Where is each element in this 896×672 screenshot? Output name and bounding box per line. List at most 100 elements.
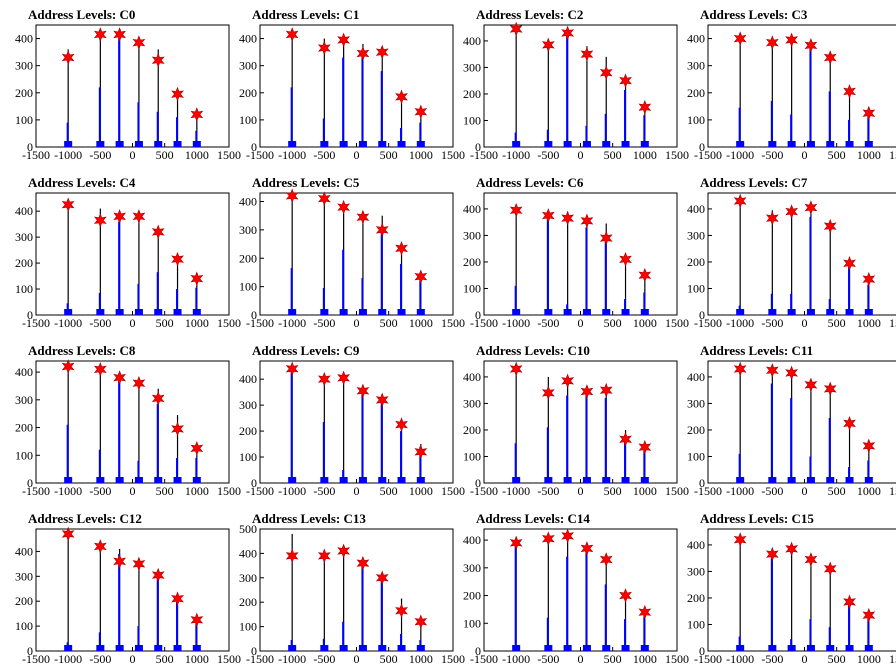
chart-title: Address Levels: C11 xyxy=(700,343,813,358)
histogram-bar xyxy=(546,427,549,483)
histogram-bar xyxy=(416,477,425,483)
chart-panel: Address Levels: C3 0 100 200 300 400 -1500 -100… xyxy=(687,7,896,162)
histogram-bar xyxy=(640,645,649,651)
x-tick-label: 500 xyxy=(828,652,846,666)
histogram-bar xyxy=(154,477,163,483)
histogram-bar xyxy=(643,451,646,483)
histogram-bar xyxy=(378,309,387,315)
peak-marker xyxy=(823,218,837,234)
peak-marker xyxy=(132,35,146,50)
x-tick-label: -1000 xyxy=(54,652,82,666)
x-tick-label: -1000 xyxy=(726,484,754,498)
x-tick-label: -1500 xyxy=(22,148,50,162)
histogram-bar xyxy=(566,34,569,147)
x-tick-label: -1500 xyxy=(246,148,274,162)
histogram-bar xyxy=(845,141,854,147)
peak-marker xyxy=(93,27,107,42)
histogram-bar xyxy=(640,309,649,315)
y-tick-label: 100 xyxy=(687,113,705,127)
peak-marker xyxy=(599,65,613,81)
x-tick-label: 1500 xyxy=(889,652,896,666)
y-tick-label: 300 xyxy=(463,561,481,575)
x-tick-label: 1500 xyxy=(217,484,241,498)
histogram-bar xyxy=(339,645,348,651)
x-tick-label: 0 xyxy=(130,148,136,162)
histogram-bar xyxy=(790,293,793,315)
peak-marker xyxy=(580,384,594,399)
histogram-bar xyxy=(173,141,182,147)
plot-frame xyxy=(35,360,230,484)
histogram-bar xyxy=(563,477,572,483)
histogram-bar xyxy=(787,645,796,651)
peak-marker xyxy=(337,543,351,559)
plot-frame xyxy=(483,24,678,148)
y-tick-label: 400 xyxy=(687,32,705,46)
x-tick-label: -500 xyxy=(761,652,783,666)
histogram-bar xyxy=(544,309,553,315)
x-tick-label: -1500 xyxy=(22,316,50,330)
y-tick-label: 200 xyxy=(463,589,481,603)
peak-marker xyxy=(132,209,146,224)
histogram-bar xyxy=(582,309,591,315)
plot-frame xyxy=(483,528,678,652)
x-tick-label: 1500 xyxy=(217,652,241,666)
histogram-bar xyxy=(419,446,422,483)
x-tick-label: -1000 xyxy=(726,652,754,666)
y-tick-label: 400 xyxy=(15,204,33,218)
y-tick-label: 200 xyxy=(687,423,705,437)
histogram-bar xyxy=(380,232,383,315)
histogram-bar xyxy=(770,383,773,483)
chart-title: Address Levels: C2 xyxy=(476,7,583,22)
x-tick-label: 500 xyxy=(604,652,622,666)
x-tick-label: -500 xyxy=(313,316,335,330)
histogram-bar xyxy=(738,636,741,651)
histogram-bar xyxy=(602,141,611,147)
peak-marker xyxy=(785,541,799,557)
x-tick-label: 0 xyxy=(802,484,808,498)
histogram-bar xyxy=(361,278,364,315)
peak-marker xyxy=(509,202,523,218)
histogram-bar xyxy=(156,576,159,651)
peak-marker xyxy=(619,588,632,603)
y-tick-label: 300 xyxy=(239,59,257,73)
chart-panel: Address Levels: C14 0 100 200 300 400 -1500 -10… xyxy=(463,511,689,666)
x-tick-label: -1500 xyxy=(246,652,274,666)
x-tick-label: -500 xyxy=(537,316,559,330)
x-tick-label: 0 xyxy=(578,148,584,162)
x-tick-label: -500 xyxy=(89,484,111,498)
histogram-bar xyxy=(118,380,121,483)
histogram-bar xyxy=(173,645,182,651)
peak-marker xyxy=(414,444,428,460)
y-tick-label: 0 xyxy=(251,308,257,322)
histogram-bar xyxy=(736,309,745,315)
histogram-bar xyxy=(604,113,607,147)
histogram-bar xyxy=(416,309,425,315)
histogram-bar xyxy=(64,309,73,315)
histogram-bar xyxy=(624,89,627,147)
y-tick-label: 200 xyxy=(239,86,257,100)
x-tick-label: -1500 xyxy=(694,148,722,162)
peak-marker xyxy=(395,603,408,619)
histogram-bar xyxy=(358,477,367,483)
chart-panel: Address Levels: C9 0 100 200 300 400 -1500 -100… xyxy=(239,343,465,498)
x-tick-label: 1500 xyxy=(665,316,689,330)
histogram-bar xyxy=(358,141,367,147)
peak-marker xyxy=(151,567,165,583)
histogram-bar xyxy=(546,617,549,651)
y-tick-label: 100 xyxy=(463,281,481,295)
histogram-bar xyxy=(544,477,553,483)
y-tick-label: 0 xyxy=(475,308,481,322)
peak-marker xyxy=(638,439,652,455)
peak-marker xyxy=(171,251,184,267)
peak-marker xyxy=(61,197,75,213)
histogram-bar xyxy=(828,418,831,483)
histogram-bar xyxy=(98,449,101,483)
x-tick-label: -1500 xyxy=(470,484,498,498)
histogram-bar xyxy=(826,477,835,483)
histogram-bar xyxy=(787,477,796,483)
y-tick-label: 300 xyxy=(463,228,481,242)
histogram-bar xyxy=(156,272,159,315)
histogram-bar xyxy=(621,477,630,483)
peak-marker xyxy=(375,392,389,408)
